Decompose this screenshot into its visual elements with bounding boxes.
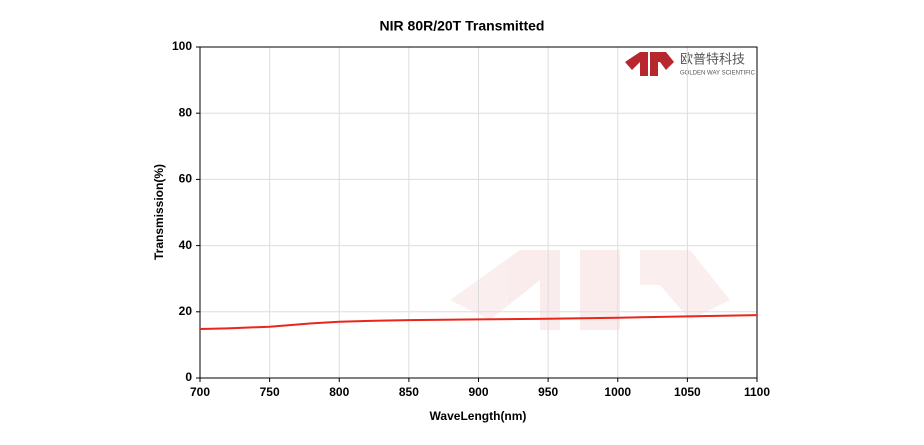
plot-frame xyxy=(199,46,758,379)
y-axis-label: Transmission(%) xyxy=(152,164,166,260)
y-tick-label: 60 xyxy=(179,172,193,186)
y-tick-label: 100 xyxy=(172,39,192,53)
x-tick-label: 1100 xyxy=(744,385,770,399)
x-tick-label: 900 xyxy=(468,385,488,399)
chart-title: NIR 80R/20T Transmitted xyxy=(380,18,545,34)
x-tick-label: 1000 xyxy=(604,385,631,399)
watermark-shape xyxy=(450,250,730,330)
x-axis-label: WaveLength(nm) xyxy=(430,409,527,423)
y-tick-label: 40 xyxy=(179,238,193,252)
logo xyxy=(625,52,674,76)
x-tick-label: 1050 xyxy=(674,385,701,399)
x-tick-label: 800 xyxy=(329,385,349,399)
logo-subtitle: GOLDEN WAY SCIENTIFIC xyxy=(680,71,756,77)
y-tick-label: 80 xyxy=(179,105,193,119)
x-tick-label: 950 xyxy=(538,385,558,399)
y-tick-label: 20 xyxy=(179,304,193,318)
x-tick-label: 750 xyxy=(260,385,280,399)
y-tick-label: 0 xyxy=(185,370,192,384)
x-tick-label: 850 xyxy=(399,385,419,399)
logo-name: 欧普特科技 xyxy=(680,51,745,66)
data-line xyxy=(199,314,758,331)
x-tick-label: 700 xyxy=(190,385,210,399)
